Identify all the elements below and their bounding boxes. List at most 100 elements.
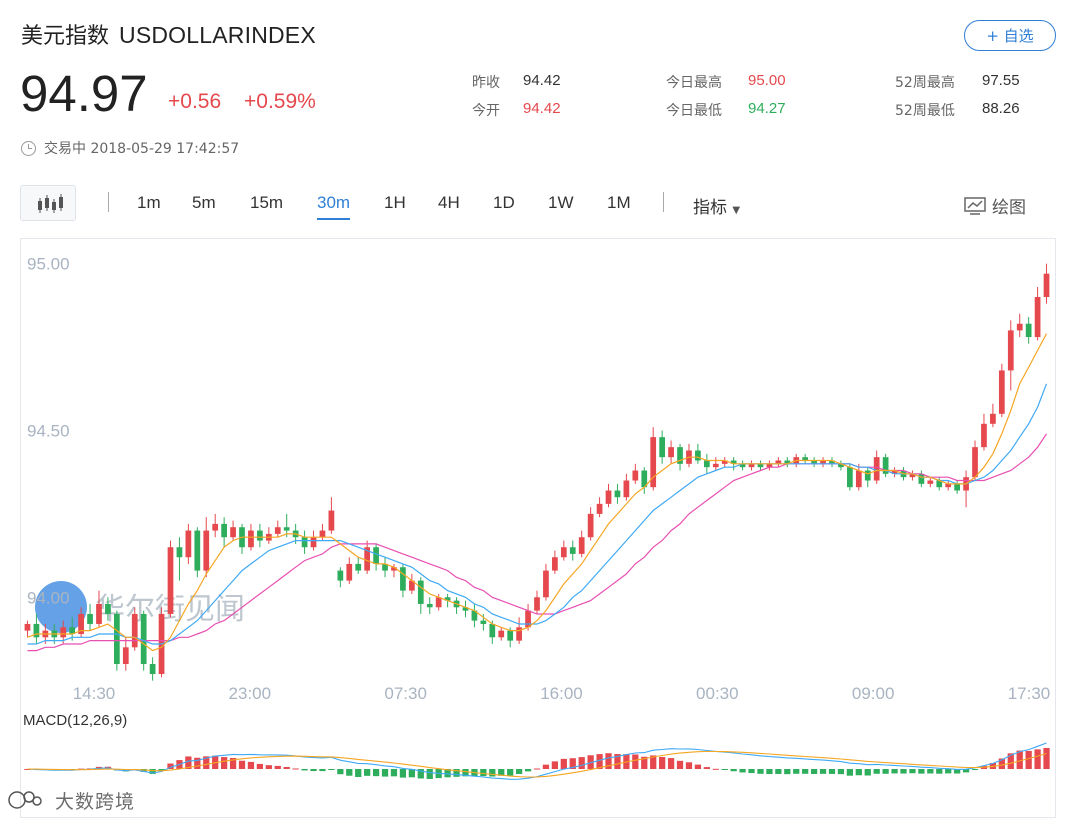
period-30m[interactable]: 30m <box>317 193 351 220</box>
candle-body <box>1016 323 1023 331</box>
period-4h[interactable]: 4H <box>438 193 460 212</box>
candle-body <box>882 457 889 474</box>
period-1h[interactable]: 1H <box>384 193 406 212</box>
macd-histogram-bar <box>551 761 559 769</box>
candle-body <box>695 450 701 461</box>
day-high-value: 95.00 <box>748 72 786 89</box>
candle-body <box>462 607 469 611</box>
candle-body <box>248 530 254 548</box>
instrument-symbol: USDOLLARINDEX <box>119 22 316 48</box>
candle-body <box>847 467 853 488</box>
candle-body <box>650 437 657 488</box>
period-1d[interactable]: 1D <box>493 193 515 212</box>
macd-histogram-bar <box>864 769 871 776</box>
macd-histogram-bar <box>426 769 433 779</box>
candlestick-chart: 华尔街见闻95.0094.5094.0014:3023:0007:3016:00… <box>23 255 1050 780</box>
candle-body <box>373 547 379 564</box>
chart-area[interactable]: 华尔街见闻95.0094.5094.0014:3023:0007:3016:00… <box>20 238 1056 818</box>
week52-high-value: 97.55 <box>982 72 1020 89</box>
candle-body <box>1043 273 1050 298</box>
macd-histogram-bar <box>748 769 755 774</box>
candle-body <box>802 457 809 461</box>
candle-body <box>659 437 666 458</box>
macd-histogram-bar <box>498 769 505 776</box>
candle-body <box>891 470 898 474</box>
macd-histogram-bar <box>390 769 398 777</box>
macd-histogram-bar <box>828 769 836 774</box>
candle-body <box>703 460 710 468</box>
clock-icon <box>21 140 36 156</box>
candle-body <box>864 470 871 481</box>
macd-histogram-bar <box>766 769 773 775</box>
macd-histogram-bar <box>533 768 541 770</box>
candle-body <box>766 463 773 468</box>
candle-body <box>829 460 835 464</box>
candle-body <box>283 527 290 531</box>
period-15m[interactable]: 15m <box>250 193 284 212</box>
macd-histogram-bar <box>453 769 460 777</box>
macd-histogram-bar <box>685 762 693 769</box>
candle-body <box>918 473 925 484</box>
candle-body <box>1025 323 1032 338</box>
x-tick-label: 14:30 <box>73 684 116 703</box>
candle-body <box>712 463 719 468</box>
candle-body <box>838 463 844 468</box>
candle-body <box>614 490 621 498</box>
candle-body <box>122 647 129 664</box>
draw-button[interactable]: 绘图 <box>964 193 1026 218</box>
candle-body <box>560 547 567 558</box>
macd-histogram-bar <box>945 769 952 774</box>
candle-body <box>435 597 442 608</box>
candle-body <box>444 597 451 601</box>
macd-histogram-bar <box>721 769 728 770</box>
candle-body <box>855 470 862 488</box>
candle-body <box>221 523 227 538</box>
candle-body <box>552 557 558 571</box>
chart-type-button[interactable] <box>20 185 76 221</box>
macd-histogram-bar <box>632 754 639 769</box>
day-low-label: 今日最低 <box>666 103 722 119</box>
candle-body <box>936 480 943 488</box>
candle-body <box>480 620 487 624</box>
period-1mo[interactable]: 1M <box>607 193 631 212</box>
candle-body <box>909 473 916 478</box>
candle-body <box>1007 330 1014 371</box>
macd-histogram-bar <box>650 755 657 769</box>
candle-body <box>426 603 433 608</box>
candle-body <box>301 537 308 548</box>
macd-histogram-bar <box>167 763 174 769</box>
open-label: 今开 <box>472 103 500 119</box>
macd-histogram-bar <box>399 769 407 778</box>
add-to-watchlist-button[interactable]: + 自选 <box>964 20 1056 51</box>
watermark-logo-icon <box>8 791 42 809</box>
ma-slow-line <box>27 433 1047 652</box>
trading-status-text: 交易中 2018-05-29 17:42:57 <box>44 141 240 157</box>
indicator-dropdown[interactable]: 指标 ▼ <box>693 193 740 218</box>
macd-histogram-bar <box>784 769 791 775</box>
caret-down-icon: ▼ <box>732 205 741 216</box>
candle-body <box>721 460 728 464</box>
period-1m[interactable]: 1m <box>137 193 161 212</box>
candle-body <box>355 563 362 571</box>
week52-low-label: 52周最低 <box>895 103 955 119</box>
macd-histogram-bar <box>605 753 612 769</box>
candle-body <box>400 567 406 591</box>
open-value: 94.42 <box>523 100 561 117</box>
macd-histogram-bar <box>462 769 469 777</box>
candle-body <box>578 537 585 554</box>
x-tick-label: 09:00 <box>852 684 895 703</box>
candle-body <box>417 580 424 604</box>
macd-histogram-bar <box>444 769 451 778</box>
week52-high-label: 52周最高 <box>895 75 955 91</box>
period-1w[interactable]: 1W <box>548 193 574 212</box>
watermark-bottom-left: 大数跨境 <box>55 791 136 813</box>
macd-histogram-bar <box>694 764 702 769</box>
period-5m[interactable]: 5m <box>192 193 216 212</box>
x-tick-label: 23:00 <box>229 684 272 703</box>
macd-histogram-bar <box>918 769 925 774</box>
candle-body <box>498 630 505 638</box>
macd-label: MACD(12,26,9) <box>23 712 127 729</box>
macd-histogram-bar <box>310 769 317 772</box>
y-tick-label: 94.50 <box>27 421 70 440</box>
candle-body <box>569 547 576 554</box>
